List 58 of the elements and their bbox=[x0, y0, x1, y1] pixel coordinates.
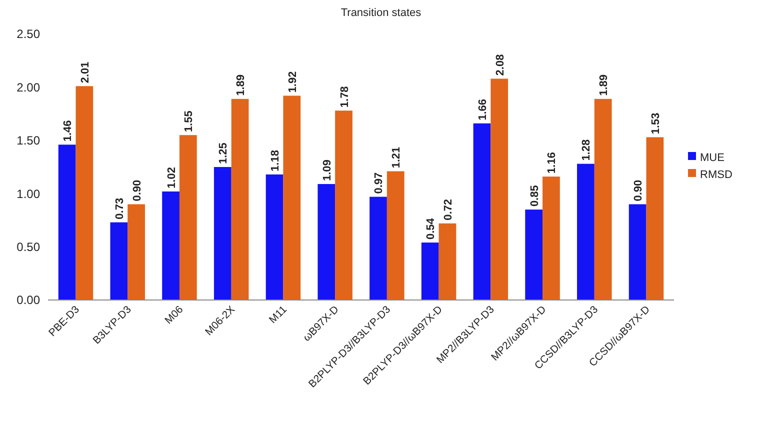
y-tick-label: 0.50 bbox=[16, 240, 40, 254]
bar bbox=[577, 164, 594, 300]
bar bbox=[76, 86, 94, 300]
bar bbox=[421, 242, 439, 300]
y-tick-label: 1.50 bbox=[16, 134, 40, 148]
data-label: 0.85 bbox=[528, 185, 541, 207]
y-tick-label: 0.00 bbox=[16, 293, 40, 308]
chart-title: Transition states bbox=[340, 7, 422, 19]
bar bbox=[386, 171, 404, 300]
bar bbox=[594, 98, 612, 300]
data-label: 0.73 bbox=[114, 198, 126, 220]
data-label: 2.08 bbox=[494, 54, 506, 76]
y-tick-label: 1.00 bbox=[16, 186, 40, 201]
legend-label: MUE bbox=[700, 152, 724, 164]
bar bbox=[162, 191, 180, 300]
data-label: 1.53 bbox=[650, 112, 662, 134]
data-label: 1.46 bbox=[62, 120, 74, 142]
bar bbox=[490, 78, 508, 300]
bar bbox=[179, 135, 197, 300]
bar bbox=[370, 196, 387, 300]
bar bbox=[646, 137, 664, 300]
bar bbox=[318, 184, 336, 300]
data-label: 1.09 bbox=[321, 160, 334, 182]
bar bbox=[58, 144, 76, 300]
y-tick-label: 2.00 bbox=[16, 80, 40, 94]
data-label: 0.72 bbox=[442, 198, 454, 220]
data-label: 1.28 bbox=[580, 139, 593, 161]
bar bbox=[128, 204, 145, 300]
bar bbox=[231, 98, 249, 300]
bar bbox=[214, 167, 232, 300]
data-label: 1.66 bbox=[476, 98, 489, 120]
bar bbox=[266, 174, 284, 300]
bar bbox=[628, 204, 646, 300]
data-label: 1.55 bbox=[183, 110, 196, 132]
data-label: 1.18 bbox=[270, 150, 282, 172]
legend-label: RMSD bbox=[700, 168, 732, 181]
x-tick-label: M11 bbox=[266, 304, 290, 326]
data-label: 1.78 bbox=[338, 86, 351, 108]
data-label: 1.92 bbox=[286, 71, 299, 93]
bar bbox=[110, 222, 128, 300]
data-label: 0.54 bbox=[425, 217, 438, 240]
bar bbox=[525, 210, 543, 300]
bar bbox=[542, 176, 560, 300]
data-label: 0.90 bbox=[131, 180, 144, 202]
data-label: 1.89 bbox=[235, 74, 248, 96]
data-label: 1.25 bbox=[218, 142, 230, 164]
y-tick-label: 2.50 bbox=[16, 27, 40, 42]
data-label: 1.21 bbox=[390, 146, 403, 168]
data-label: 1.89 bbox=[598, 74, 610, 96]
data-label: 0.90 bbox=[632, 180, 645, 202]
bar bbox=[438, 223, 456, 300]
data-label: 1.16 bbox=[546, 152, 558, 174]
data-label: 0.97 bbox=[373, 172, 386, 194]
data-label: 2.01 bbox=[79, 62, 92, 84]
bar bbox=[473, 123, 491, 300]
bar bbox=[283, 96, 301, 300]
data-label: 1.02 bbox=[166, 167, 178, 188]
bar bbox=[335, 110, 352, 300]
